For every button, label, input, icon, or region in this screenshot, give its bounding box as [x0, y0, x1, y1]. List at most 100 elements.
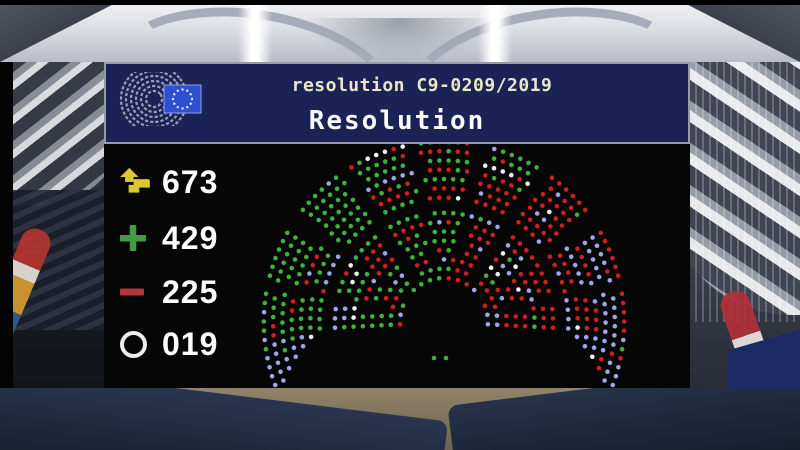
seat-dot-green	[351, 324, 356, 329]
seat-dot-red	[522, 314, 528, 320]
seat-dot-blue	[333, 306, 338, 312]
seat-dot-green	[432, 229, 438, 235]
seat-dot-red	[500, 159, 506, 164]
seat-dot-blue	[281, 338, 286, 344]
seat-dot-blue	[269, 373, 275, 379]
seat-dot-green	[377, 287, 383, 292]
seat-dot-blue	[529, 297, 534, 302]
seat-dot-green	[423, 177, 428, 183]
seat-dot-red	[474, 199, 479, 205]
seat-dot-green	[289, 265, 294, 271]
seat-dot-red	[527, 205, 533, 210]
seat-dot-blue	[574, 334, 580, 340]
seat-dot-blue	[278, 369, 283, 374]
seat-dot-red	[487, 184, 492, 189]
seat-dot-blue	[565, 326, 571, 331]
seat-dot-green	[491, 175, 497, 181]
seat-dot-red	[504, 323, 509, 328]
seat-dot-blue	[612, 333, 617, 338]
european-parliament-logo	[119, 72, 202, 126]
seat-dot-green	[308, 306, 314, 312]
seat-dot-blue	[610, 382, 616, 388]
seat-dot-red	[561, 210, 566, 216]
seat-dot-red	[550, 306, 555, 312]
seat-dot-green	[490, 280, 495, 285]
seat-dot-green	[431, 355, 437, 361]
seat-dot-red	[469, 243, 475, 248]
seat-dot-green	[357, 160, 362, 166]
seat-dot-white	[350, 279, 355, 285]
seat-dot-green	[329, 231, 334, 236]
seat-dot-white	[382, 149, 388, 155]
seat-dot-red	[541, 315, 546, 321]
seat-dot-green	[314, 205, 320, 210]
seat-dot-blue	[273, 351, 279, 356]
seat-dot-blue	[602, 338, 607, 344]
seat-dot-red	[570, 193, 576, 199]
seat-dot-green	[263, 291, 269, 297]
seat-dot-green	[317, 307, 323, 313]
seat-dot-green	[436, 276, 442, 281]
seat-dot-green	[329, 216, 335, 221]
seat-dot-green	[388, 322, 394, 328]
seat-dot-white	[525, 181, 530, 186]
seat-dot-red	[518, 271, 524, 277]
seat-dot-red	[610, 255, 615, 261]
ceiling-pillar	[238, 0, 272, 62]
seat-dot-white	[455, 196, 461, 201]
seat-dot-red	[478, 181, 483, 186]
seat-dot-red	[529, 271, 534, 277]
seat-dot-blue	[299, 334, 305, 340]
seat-dot-red	[387, 197, 392, 203]
seat-dot-green	[419, 282, 424, 287]
seat-dot-green	[296, 248, 302, 254]
desk-row-left	[0, 388, 449, 450]
seat-dot-green	[441, 238, 447, 244]
seat-dot-white	[513, 264, 518, 269]
seat-dot-red	[393, 296, 399, 301]
seat-dot-red	[473, 225, 479, 230]
seat-dot-blue	[602, 260, 607, 266]
seat-dot-blue	[590, 257, 596, 262]
seat-dot-blue	[590, 235, 595, 240]
seat-dot-green	[322, 210, 327, 216]
seat-dot-green	[364, 271, 370, 277]
seat-dot-green	[343, 203, 348, 208]
seat-dot-red	[549, 175, 555, 180]
seat-dot-green	[328, 204, 334, 209]
result-row-total: 673	[118, 164, 218, 200]
seat-dot-white	[365, 156, 371, 161]
seat-dot-red	[455, 278, 461, 283]
seat-dot-red	[553, 216, 559, 221]
seat-dot-red	[576, 200, 582, 206]
result-row-for: 429	[118, 220, 218, 256]
seat-dot-green	[455, 168, 461, 173]
seat-dot-green	[280, 329, 285, 335]
seat-dot-blue	[500, 263, 506, 269]
seat-dot-red	[451, 186, 456, 191]
seat-dot-green	[491, 156, 497, 161]
seat-dot-blue	[568, 254, 574, 259]
seat-dot-green	[534, 165, 539, 170]
seat-dot-green	[379, 313, 385, 319]
seat-dot-red	[393, 232, 398, 238]
seat-dot-blue	[495, 224, 500, 230]
seat-dot-blue	[275, 360, 281, 366]
seat-dot-red	[599, 356, 604, 362]
seat-dot-red	[364, 296, 369, 301]
seat-dot-blue	[603, 329, 608, 335]
seat-dot-blue	[485, 322, 491, 327]
seat-dot-green	[432, 239, 437, 244]
seat-dot-red	[565, 270, 571, 275]
seat-dot-red	[540, 306, 546, 312]
hemicycle-seat-map	[261, 144, 627, 388]
seat-dot-green	[335, 224, 340, 229]
seat-dot-white	[547, 209, 552, 215]
ceiling-pillar	[478, 0, 512, 62]
seat-dot-green	[308, 315, 313, 321]
letterbox-top-edge	[0, 0, 800, 5]
seat-dot-blue	[541, 217, 547, 223]
vote-reference: resolution C9-0209/2019	[291, 75, 553, 96]
seat-dot-red	[504, 313, 509, 319]
seat-dot-red	[602, 238, 608, 244]
